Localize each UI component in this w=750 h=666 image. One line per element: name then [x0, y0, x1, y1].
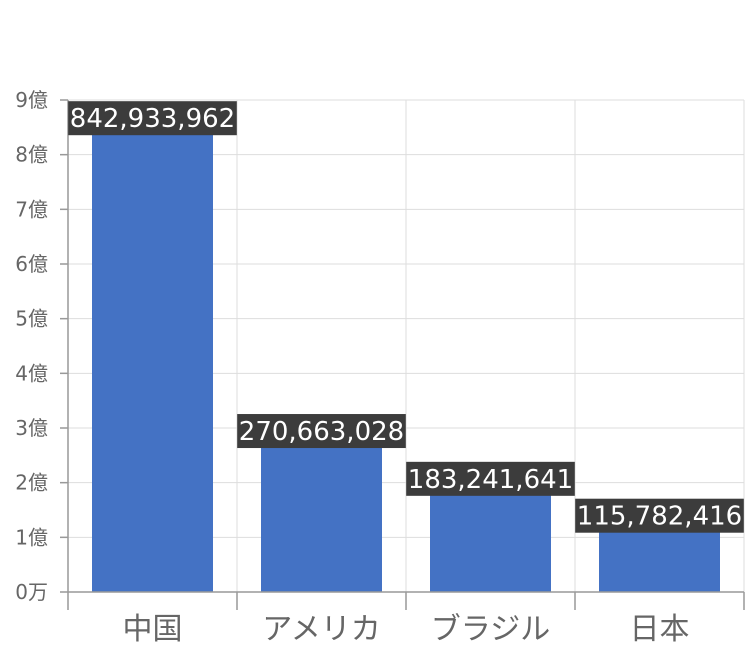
x-tick-label: アメリカ: [262, 612, 381, 647]
y-tick-label: 7億: [15, 197, 48, 221]
bars: [92, 131, 720, 592]
y-tick-label: 2億: [15, 471, 48, 495]
data-label: 115,782,416: [577, 502, 742, 532]
data-label: 270,663,028: [239, 417, 404, 447]
data-label-background: [68, 101, 237, 136]
bar: [261, 444, 382, 592]
data-label-background: [575, 498, 744, 533]
data-label-background: [406, 461, 575, 496]
data-label: 183,241,641: [408, 465, 573, 495]
x-tick-label: 中国: [123, 612, 183, 647]
data-labels: 842,933,962 270,663,028183,241,641115,782…: [68, 101, 744, 533]
bar: [92, 131, 213, 592]
bar: [599, 528, 720, 592]
x-tick-labels: 中国 アメリカ ブラジル 日本: [123, 612, 690, 647]
bar: [430, 491, 551, 592]
y-tick-label: 3億: [15, 416, 48, 440]
y-tick-label: 9億: [15, 88, 48, 112]
y-tick-label: 6億: [15, 252, 48, 276]
x-tick-label: ブラジル: [431, 612, 550, 647]
y-tick-labels: 0万 1億 2億 3億 4億 5億 6億 7億 8億 9億: [15, 88, 48, 604]
axes: [60, 99, 745, 610]
y-tick-label: 4億: [15, 361, 48, 385]
data-label-background: [237, 414, 406, 449]
y-tick-label: 1億: [15, 525, 48, 549]
y-tick-label: 5億: [15, 307, 48, 331]
x-tick-label: 日本: [630, 612, 690, 647]
y-tick-label: 0万: [15, 580, 48, 604]
y-tick-label: 8億: [15, 143, 48, 167]
data-label: 842,933,962: [70, 104, 235, 134]
